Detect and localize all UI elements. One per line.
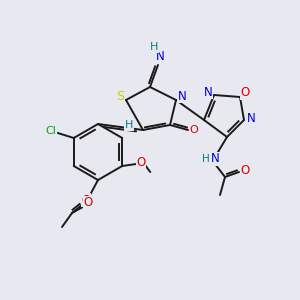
Text: O: O — [136, 155, 146, 169]
Text: H: H — [150, 42, 158, 52]
Text: O: O — [81, 194, 91, 206]
Text: O: O — [190, 125, 198, 135]
Text: S: S — [116, 89, 124, 103]
Text: Cl: Cl — [45, 126, 56, 136]
Text: O: O — [240, 164, 250, 176]
Text: H: H — [202, 154, 210, 164]
Text: N: N — [204, 85, 212, 98]
Text: O: O — [240, 86, 250, 100]
Text: H: H — [125, 120, 133, 130]
Text: N: N — [156, 50, 164, 64]
Text: N: N — [211, 152, 219, 166]
Text: N: N — [247, 112, 255, 124]
Text: N: N — [178, 89, 186, 103]
Text: O: O — [83, 196, 93, 209]
